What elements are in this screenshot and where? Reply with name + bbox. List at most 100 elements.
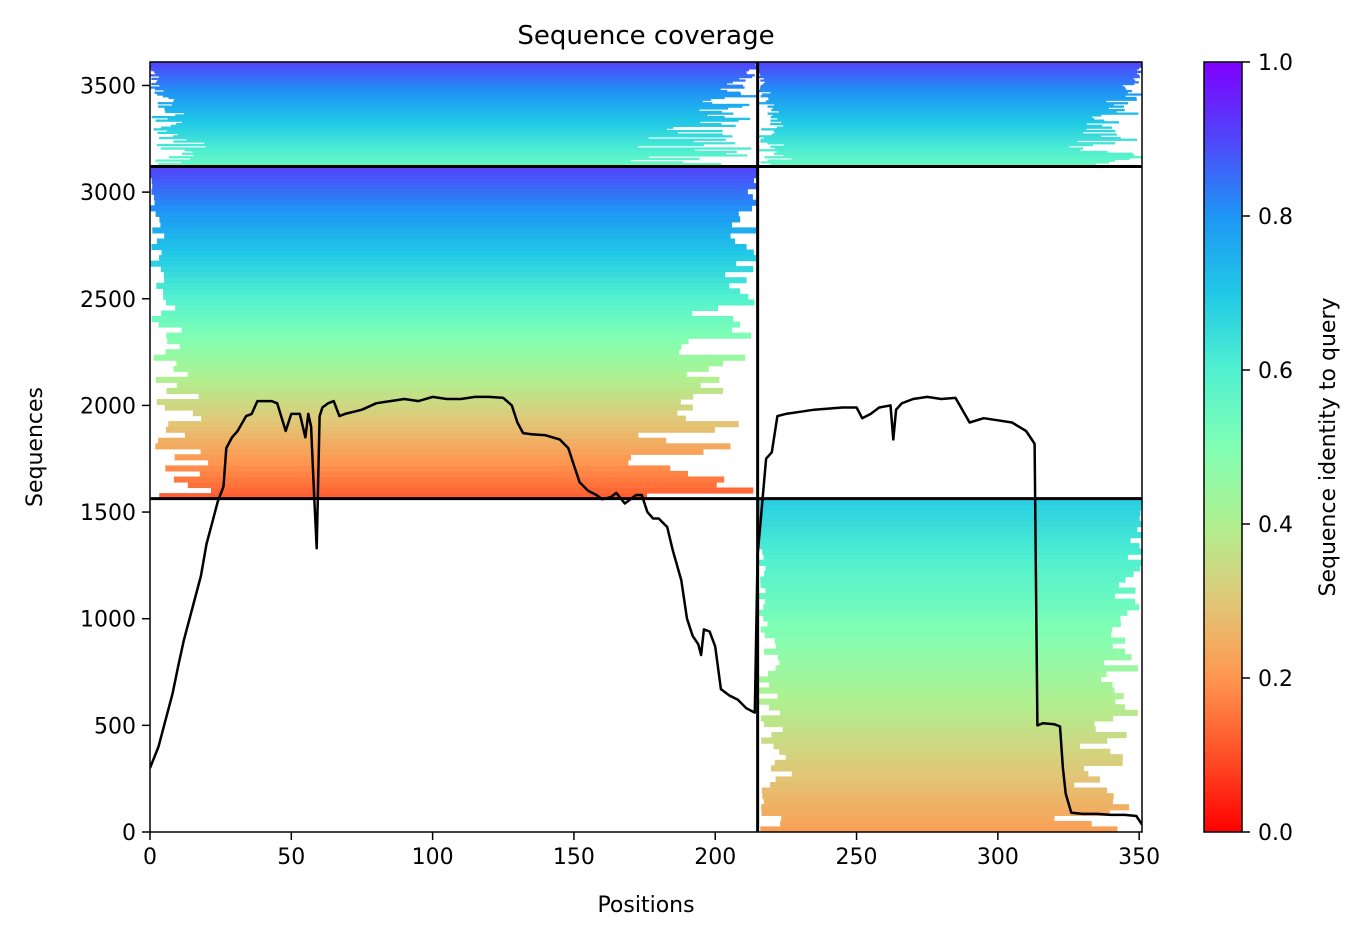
heatmap-row [770, 145, 1070, 148]
heatmap-row [161, 310, 693, 317]
heatmap-row [763, 604, 1140, 611]
chart-title: Sequence coverage [517, 21, 774, 51]
heatmap-row [768, 96, 1137, 100]
heatmap-row [157, 131, 679, 134]
heatmap-row [757, 593, 1115, 600]
heatmap-row [784, 143, 1094, 147]
heatmap-row [769, 704, 1125, 711]
heatmap-row [760, 140, 1078, 143]
heatmap-row [165, 465, 671, 472]
heatmap-row [166, 332, 751, 339]
heatmap-row [774, 152, 1133, 155]
heatmap-row [760, 84, 1123, 87]
heatmap-row [761, 804, 1130, 811]
heatmap-row [150, 67, 758, 70]
heatmap-row [772, 107, 1109, 110]
heatmap-row [758, 75, 1140, 79]
heatmap-row [174, 98, 712, 101]
heatmap-row [153, 128, 667, 131]
heatmap-row [157, 143, 704, 147]
x-tick-label: 350 [1118, 845, 1160, 870]
heatmap-row [776, 126, 1112, 129]
heatmap-row [160, 147, 752, 150]
heatmap-row [172, 103, 750, 107]
heatmap-row [767, 112, 1139, 115]
heatmap-row [780, 820, 1092, 828]
heatmap-row [760, 161, 1109, 164]
heatmap-row [758, 687, 1115, 694]
heatmap-row [781, 121, 1119, 124]
x-axis-title: Positions [597, 893, 694, 918]
heatmap-row [155, 119, 739, 122]
chain-B-unpaired [757, 498, 1142, 832]
heatmap-blocks [150, 62, 1142, 832]
heatmap-row [758, 67, 1140, 70]
heatmap-row [760, 715, 1114, 722]
colorbar-label: Sequence identity to query [1316, 297, 1341, 596]
heatmap-row [758, 70, 1142, 73]
y-tick-label: 2000 [80, 394, 136, 419]
heatmap-row [155, 376, 720, 383]
heatmap-row [155, 72, 747, 75]
heatmap-row [164, 277, 747, 284]
heatmap-row [777, 693, 1124, 700]
heatmap-row [184, 112, 734, 115]
heatmap-row [155, 210, 739, 217]
heatmap-row [153, 354, 746, 361]
heatmap-row [774, 637, 1126, 644]
heatmap-row [163, 288, 741, 295]
heatmap-row [758, 102, 1129, 105]
heatmap-row [791, 770, 1089, 778]
heatmap-row [759, 88, 1126, 91]
heatmap-row [181, 327, 732, 334]
heatmap-row [765, 100, 1107, 103]
colorbar-ticks: 0.0 0.2 0.4 0.6 0.8 1.0 [1242, 51, 1293, 846]
heatmap-row [760, 826, 1118, 832]
heatmap-row [777, 117, 1095, 120]
heatmap-row [173, 140, 694, 143]
x-tick-label: 150 [553, 845, 595, 870]
heatmap-row [158, 437, 667, 444]
chain-A-unpaired [150, 166, 758, 500]
heatmap-row [759, 72, 1137, 75]
x-tick-label: 50 [277, 845, 305, 870]
heatmap-row [159, 84, 743, 87]
heatmap-row [763, 77, 1134, 80]
heatmap-row [150, 86, 745, 89]
heatmap-row [781, 815, 1055, 822]
heatmap-row [154, 91, 741, 94]
heatmap-row [150, 74, 755, 77]
heatmap-row [157, 79, 746, 82]
x-tick-label: 100 [412, 845, 454, 870]
heatmap-row [173, 365, 709, 372]
heatmap-row [154, 70, 747, 73]
heatmap-row [764, 648, 1125, 655]
heatmap-row [760, 138, 1138, 141]
colorbar-tick-label: 0.6 [1258, 359, 1293, 384]
heatmap-row [771, 765, 1085, 772]
heatmap-row [166, 426, 715, 433]
heatmap-row [150, 205, 753, 212]
heatmap-row [160, 266, 754, 273]
heatmap-row [763, 720, 1095, 728]
heatmap-row [159, 493, 648, 500]
heatmap-row [151, 244, 747, 251]
heatmap-row [770, 123, 1087, 126]
heatmap-row [770, 163, 1096, 166]
chain-A-paired [150, 62, 758, 168]
y-axis: 0 500 1000 1500 2000 2500 3000 3500 [80, 74, 150, 846]
heatmap-row [778, 110, 1117, 114]
heatmap-row [165, 349, 680, 356]
heatmap-row [764, 156, 1142, 159]
heatmap-row [772, 114, 1102, 117]
heatmap-row [160, 221, 732, 228]
heatmap-row [783, 154, 1135, 157]
heatmap-row [773, 129, 1116, 133]
heatmap-row [184, 149, 695, 152]
heatmap-row [764, 81, 1139, 84]
x-tick-label: 250 [836, 845, 878, 870]
heatmap-row [767, 159, 1115, 162]
colorbar-tick-label: 1.0 [1258, 51, 1293, 76]
heatmap-row [163, 293, 749, 300]
